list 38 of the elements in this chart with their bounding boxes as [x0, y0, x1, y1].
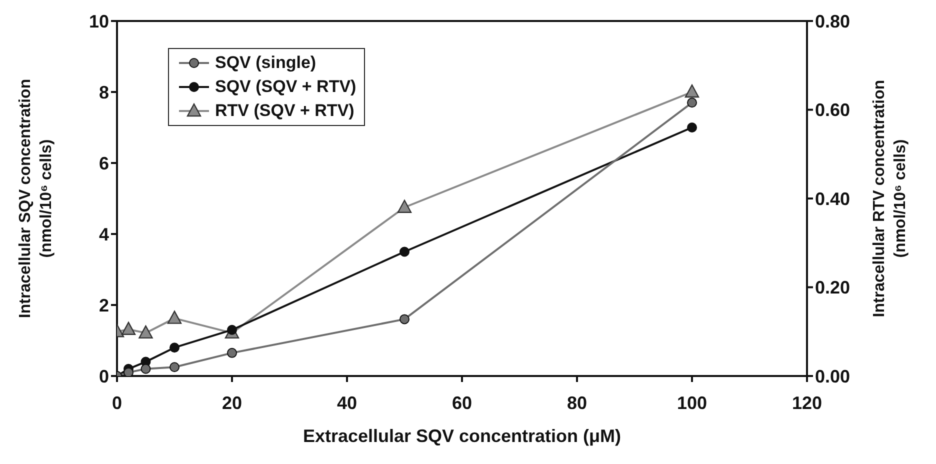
y2-tick-label: 0.00: [815, 366, 850, 386]
point: [400, 246, 410, 257]
point: [684, 84, 700, 98]
y-tick-label: 4: [98, 224, 109, 244]
legend-label: SQV (SQV + RTV): [215, 77, 356, 97]
y2-axis-title: Intracellular RTV concentration (nmol/10⁶ cells): [871, 80, 909, 318]
legend-label: SQV (single): [215, 53, 316, 73]
x-tick-label: 60: [452, 392, 472, 413]
y-tick-label: 6: [98, 153, 109, 174]
y-axis-title: Intracellular SQV concentration (nmol/10⁶ cells): [17, 78, 55, 318]
y-tick-label: 8: [98, 82, 109, 102]
x-tick-label: 0: [112, 392, 122, 413]
point: [170, 362, 180, 372]
point: [400, 314, 410, 324]
point: [227, 348, 237, 358]
y2-tick-label: 0.40: [815, 188, 850, 209]
x-tick-label: 40: [336, 392, 358, 413]
point: [121, 322, 136, 336]
y2-tick-label: 0.80: [815, 11, 850, 32]
point: [138, 325, 153, 339]
point: [170, 342, 180, 353]
y2-tick-label: 0.20: [815, 278, 850, 298]
point: [397, 200, 412, 213]
y-tick-label: 2: [98, 295, 109, 316]
legend-label: RTV (SQV + RTV): [215, 101, 354, 121]
point: [167, 310, 182, 324]
point: [687, 98, 697, 108]
x-tick-label: 20: [222, 392, 242, 413]
y-tick-label: 0: [98, 366, 109, 386]
point: [124, 367, 134, 376]
x-tick-label: 100: [676, 392, 708, 413]
y2-tick-label: 0.60: [815, 100, 850, 120]
x-axis-title: Extracellular SQV concentration (μM): [302, 426, 622, 446]
point: [140, 364, 151, 374]
point: [687, 122, 697, 132]
y-tick-label: 10: [88, 11, 109, 32]
x-tick-label: 80: [566, 392, 588, 413]
x-tick-label: 120: [792, 392, 822, 413]
